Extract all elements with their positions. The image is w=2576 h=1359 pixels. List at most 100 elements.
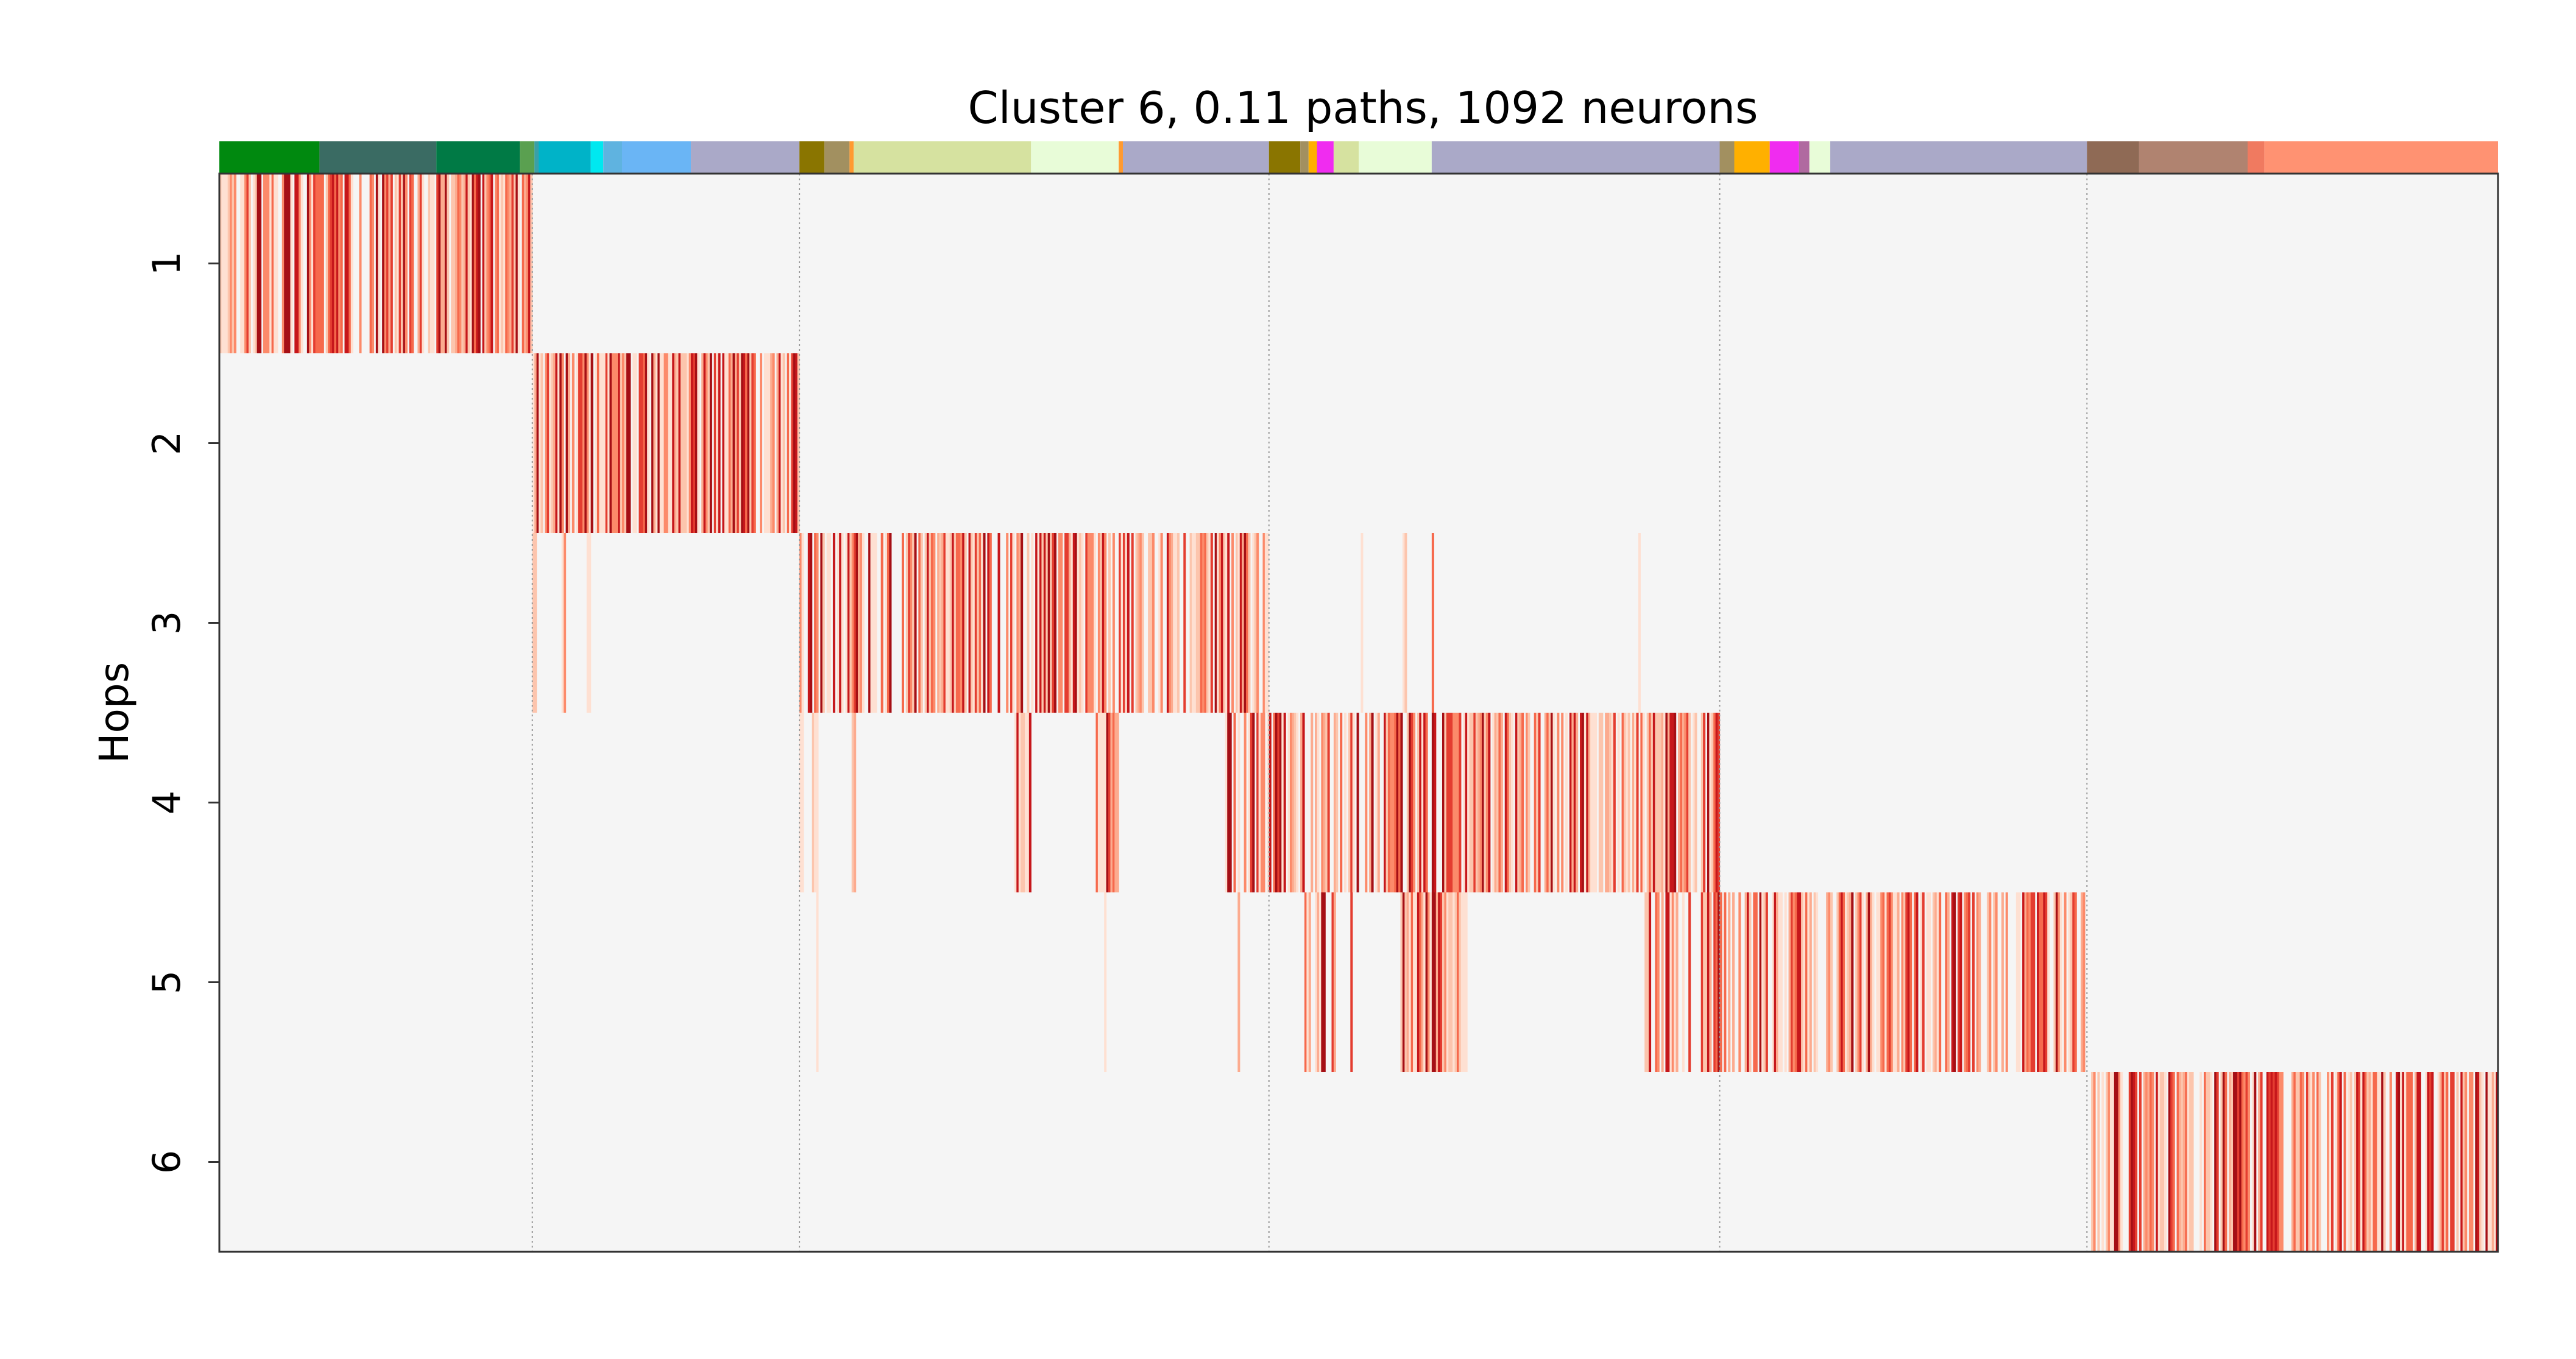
- heat-cell-hop6-n1001: [2308, 1072, 2311, 1252]
- heat-cell-hop6-n1000: [2305, 1072, 2309, 1252]
- heat-cell-hop3-n397: [1047, 533, 1050, 713]
- heat-cell-hop1-n140: [511, 174, 514, 353]
- heat-cell-hop5-n795: [1878, 892, 1881, 1072]
- heat-cell-hop1-n0: [219, 174, 222, 353]
- heat-cell-hop6-n1027: [2362, 1072, 2365, 1252]
- heat-cell-hop2-n156: [545, 353, 548, 533]
- heat-cell-hop1-n149: [530, 174, 533, 353]
- heat-cell-hop3-n279: [801, 533, 804, 713]
- heat-cell-hop2-n211: [659, 353, 662, 533]
- sparse-cell-hop4-n421: [1097, 713, 1100, 892]
- heat-cell-hop1-n48: [319, 174, 322, 353]
- heat-cell-hop1-n138: [507, 174, 510, 353]
- heat-cell-hop6-n957: [2216, 1072, 2219, 1252]
- heat-cell-hop1-n101: [430, 174, 433, 353]
- heat-cell-hop5-n757: [1799, 892, 1802, 1072]
- heat-cell-hop5-n787: [1861, 892, 1864, 1072]
- heat-cell-hop1-n32: [286, 174, 289, 353]
- heat-cell-hop5-n728: [1738, 892, 1741, 1072]
- heat-cell-hop6-n1079: [2471, 1072, 2474, 1252]
- heat-cell-hop4-n509: [1281, 713, 1284, 892]
- heat-cell-hop3-n406: [1066, 533, 1069, 713]
- heat-cell-hop1-n80: [386, 174, 389, 353]
- heat-cell-hop2-n261: [763, 353, 766, 533]
- heat-cell-hop1-n117: [463, 174, 466, 353]
- heat-cell-hop6-n902: [2101, 1072, 2104, 1252]
- heat-cell-hop5-n725: [1732, 892, 1735, 1072]
- category-segment-7: [603, 141, 623, 173]
- heat-cell-hop6-n932: [2164, 1072, 2167, 1252]
- heat-cell-hop4-n692: [1663, 713, 1666, 892]
- heat-cell-hop4-n528: [1321, 713, 1324, 892]
- heat-cell-hop6-n986: [2276, 1072, 2279, 1252]
- heat-cell-hop6-n917: [2132, 1072, 2135, 1252]
- heat-cell-hop6-n1021: [2349, 1072, 2352, 1252]
- category-segment-3: [520, 141, 535, 173]
- heat-cell-hop5-n752: [1788, 892, 1791, 1072]
- heat-cell-hop6-n1012: [2331, 1072, 2334, 1252]
- heat-cell-hop5-n718: [1718, 892, 1721, 1072]
- heat-cell-hop3-n409: [1072, 533, 1075, 713]
- heat-cell-hop2-n244: [728, 353, 731, 533]
- heat-cell-hop2-n268: [778, 353, 781, 533]
- heat-cell-hop6-n993: [2291, 1072, 2294, 1252]
- heat-cell-hop6-n1020: [2348, 1072, 2351, 1252]
- heat-cell-hop1-n63: [350, 174, 353, 353]
- heat-cell-hop4-n555: [1377, 713, 1380, 892]
- heat-cell-hop3-n383: [1018, 533, 1021, 713]
- heat-cell-hop6-n938: [2176, 1072, 2179, 1252]
- heat-cell-hop2-n254: [749, 353, 752, 533]
- heat-cell-hop4-n594: [1459, 713, 1462, 892]
- heat-cell-hop1-n96: [419, 174, 422, 353]
- heat-cell-hop6-n996: [2298, 1072, 2301, 1252]
- heat-cell-hop6-n982: [2268, 1072, 2271, 1252]
- group-separators: [531, 174, 2088, 1252]
- heat-cell-hop6-n967: [2237, 1072, 2240, 1252]
- heat-cell-hop5-n868: [2030, 892, 2033, 1072]
- heat-cell-hop1-n18: [257, 174, 260, 353]
- heat-cell-hop4-n515: [1293, 713, 1297, 892]
- heat-cell-hop5-n879: [2053, 892, 2056, 1072]
- sparse-cell-hop4-n279: [801, 713, 804, 892]
- heat-cell-hop6-n974: [2251, 1072, 2254, 1252]
- heat-cell-hop5-n735: [1753, 892, 1756, 1072]
- heat-cell-hop6-n970: [2243, 1072, 2246, 1252]
- heat-cell-hop2-n221: [680, 353, 683, 533]
- heat-cell-hop5-n799: [1886, 892, 1889, 1072]
- heat-cell-hop3-n475: [1210, 533, 1213, 713]
- heat-cell-hop4-n616: [1504, 713, 1507, 892]
- heat-cell-hop1-n6: [232, 174, 235, 353]
- heat-cell-hop2-n231: [701, 353, 704, 533]
- sparse-cell-hop5-n542: [1350, 892, 1353, 1072]
- heat-cell-hop6-n985: [2274, 1072, 2277, 1252]
- heat-cell-hop5-n810: [1909, 892, 1913, 1072]
- heat-cell-hop4-n650: [1576, 713, 1579, 892]
- heat-cell-hop5-n719: [1719, 892, 1722, 1072]
- sparse-cell-hop5-n568: [1404, 892, 1407, 1072]
- category-segment-0: [219, 141, 320, 173]
- heat-cell-hop4-n670: [1617, 713, 1620, 892]
- heat-cell-hop5-n806: [1901, 892, 1904, 1072]
- heat-cell-hop6-n904: [2106, 1072, 2109, 1252]
- heat-cell-hop1-n51: [325, 174, 328, 353]
- heat-cell-hop3-n393: [1039, 533, 1042, 713]
- heat-cell-hop3-n417: [1089, 533, 1092, 713]
- heat-cell-hop6-n898: [2093, 1072, 2096, 1252]
- heatmap-cells: [219, 174, 2499, 1252]
- heat-cell-hop4-n679: [1636, 713, 1639, 892]
- sparse-cell-hop5-n583: [1435, 892, 1438, 1072]
- heat-cell-hop6-n1010: [2327, 1072, 2330, 1252]
- heat-cell-hop6-n1072: [2456, 1072, 2459, 1252]
- heat-cell-hop4-n664: [1605, 713, 1608, 892]
- heat-cell-hop3-n442: [1141, 533, 1144, 713]
- heat-cell-hop5-n717: [1715, 892, 1718, 1072]
- heat-cell-hop1-n1: [221, 174, 224, 353]
- heat-cell-hop6-n1064: [2440, 1072, 2443, 1252]
- heat-cell-hop3-n405: [1064, 533, 1067, 713]
- heat-cell-hop3-n387: [1027, 533, 1030, 713]
- heat-cell-hop4-n518: [1300, 713, 1303, 892]
- heat-cell-hop4-n717: [1715, 713, 1718, 892]
- category-segment-18: [1300, 141, 1309, 173]
- sparse-cell-hop5-n522: [1308, 892, 1311, 1072]
- heat-cell-hop2-n187: [609, 353, 612, 533]
